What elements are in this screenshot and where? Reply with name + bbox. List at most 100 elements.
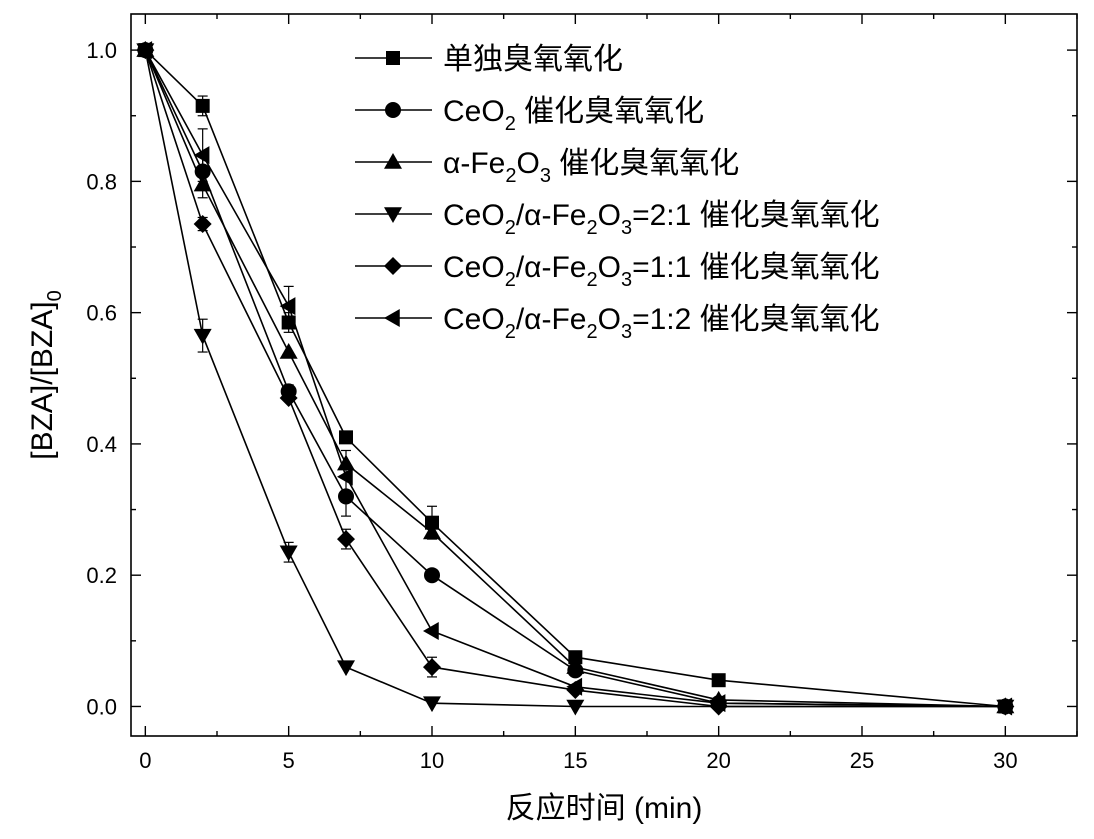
legend-label-part: =1:1 催化臭氧氧化 [632, 251, 880, 284]
series-triangle-up [136, 41, 1015, 714]
legend-label-part: O [598, 251, 621, 284]
series-line [144, 49, 1006, 708]
legend-marker-circle [385, 102, 401, 118]
plot-frame [130, 13, 1078, 737]
series-line [144, 49, 1006, 708]
data-point-triangle-left [709, 694, 726, 713]
legend-label: CeO2/α-Fe2O3=1:2 催化臭氧氧化 [443, 303, 880, 343]
series-square [138, 43, 1013, 714]
legend-marker-triangle-up [384, 153, 402, 169]
legend-label-part: α-Fe [443, 147, 505, 180]
series-triangle-left [136, 41, 1013, 716]
y-axis-ticks [131, 49, 1077, 708]
y-axis-title-main: [BZA]/[BZA] [26, 301, 59, 459]
y-axis-title: [BZA]/[BZA]0 [26, 290, 66, 460]
legend-label-part: O [516, 147, 539, 180]
legend-item: CeO2/α-Fe2O3=2:1 催化臭氧氧化 [355, 199, 880, 239]
series-line [144, 49, 1006, 708]
data-point-diamond [279, 388, 298, 407]
legend-label-subscript: 2 [505, 217, 516, 239]
y-tick-label: 0.6 [86, 301, 117, 326]
legend-item: α-Fe2O3 催化臭氧氧化 [355, 147, 739, 187]
legend-label: α-Fe2O3 催化臭氧氧化 [443, 147, 739, 187]
y-tick-label: 0.4 [86, 432, 117, 457]
legend-label-part: O [598, 199, 621, 232]
data-point-triangle-left [566, 677, 583, 696]
legend-label-subscript: 3 [621, 321, 632, 343]
data-point-triangle-up [566, 658, 585, 674]
data-point-triangle-left [996, 697, 1013, 716]
legend-label-part: CeO [443, 251, 505, 284]
data-point-triangle-down [279, 545, 298, 562]
legend-item: CeO2 催化臭氧氧化 [355, 95, 704, 135]
series-line [144, 49, 1006, 708]
legend-label-subscript: 2 [587, 321, 598, 343]
legend-label: CeO2 催化臭氧氧化 [443, 95, 704, 135]
data-point-triangle-up [279, 343, 298, 359]
data-point-square [711, 673, 726, 688]
y-tick-label: 0.0 [86, 694, 117, 719]
legend-label-part: =1:2 催化臭氧氧化 [632, 303, 880, 336]
legend-label: CeO2/α-Fe2O3=2:1 催化臭氧氧化 [443, 199, 880, 239]
legend-label-part: O [598, 303, 621, 336]
x-tick-label: 10 [420, 748, 444, 773]
legend-label-part: /α-Fe [516, 199, 587, 232]
series-diamond [136, 41, 1015, 716]
x-axis-ticks [144, 14, 1078, 736]
data-point-square [425, 515, 439, 530]
data-point-triangle-up [337, 454, 355, 471]
x-axis-title: 反应时间 (min) [506, 792, 703, 825]
data-point-triangle-left [136, 41, 153, 60]
data-point-triangle-down [337, 660, 355, 677]
data-point-circle [424, 567, 440, 584]
legend-label-subscript: 2 [505, 321, 516, 343]
legend-label-part: CeO [443, 303, 505, 336]
x-tick-label: 0 [139, 748, 151, 773]
x-axis-tick-labels: 0 5 10 15 20 25 30 [139, 748, 1017, 773]
data-series [136, 41, 1015, 716]
legend-marker-square [386, 51, 400, 65]
data-point-triangle-down [566, 699, 585, 716]
legend-label-part: CeO [443, 95, 505, 128]
legend-label-subscript: 2 [505, 269, 516, 291]
data-point-square [195, 98, 210, 113]
data-point-square [568, 650, 583, 665]
legend-label-part: 催化臭氧氧化 [516, 95, 704, 128]
legend-label-subscript: 2 [505, 165, 516, 187]
legend-label-part: /α-Fe [516, 251, 587, 284]
data-point-triangle-left [193, 146, 210, 165]
series-triangle-down [136, 43, 1015, 716]
y-axis-title-subscript: 0 [44, 290, 66, 301]
y-tick-label: 0.2 [86, 563, 117, 588]
data-point-diamond [423, 658, 441, 677]
legend-label: 单独臭氧氧化 [443, 43, 623, 76]
data-point-triangle-down [193, 328, 212, 345]
data-point-diamond [193, 215, 212, 234]
x-tick-label: 5 [283, 748, 295, 773]
legend-label-subscript: 2 [505, 113, 516, 135]
x-tick-label: 20 [706, 748, 730, 773]
data-point-circle [338, 488, 354, 505]
x-tick-label: 15 [563, 748, 587, 773]
legend-label-part: =2:1 催化臭氧氧化 [632, 199, 880, 232]
legend-label-subscript: 2 [587, 269, 598, 291]
legend-item: CeO2/α-Fe2O3=1:1 催化臭氧氧化 [355, 251, 880, 291]
legend-marker-diamond [384, 257, 402, 275]
series-circle [137, 42, 1014, 715]
y-axis-tick-labels: 0.0 0.2 0.4 0.6 0.8 1.0 [86, 38, 117, 719]
x-tick-label: 30 [993, 748, 1017, 773]
legend-label-subscript: 3 [621, 269, 632, 291]
legend-item: 单独臭氧氧化 [355, 43, 623, 76]
data-point-triangle-up [423, 523, 441, 540]
x-tick-label: 25 [850, 748, 874, 773]
legend-label-subscript: 2 [587, 217, 598, 239]
data-point-diamond [337, 530, 355, 549]
data-point-triangle-left [337, 467, 353, 486]
legend-label-part: CeO [443, 199, 505, 232]
data-point-triangle-left [279, 297, 296, 316]
y-tick-label: 0.8 [86, 169, 117, 194]
legend-marker-triangle-down [384, 207, 402, 223]
series-line [144, 49, 1006, 708]
legend-item: CeO2/α-Fe2O3=1:2 催化臭氧氧化 [355, 303, 880, 343]
